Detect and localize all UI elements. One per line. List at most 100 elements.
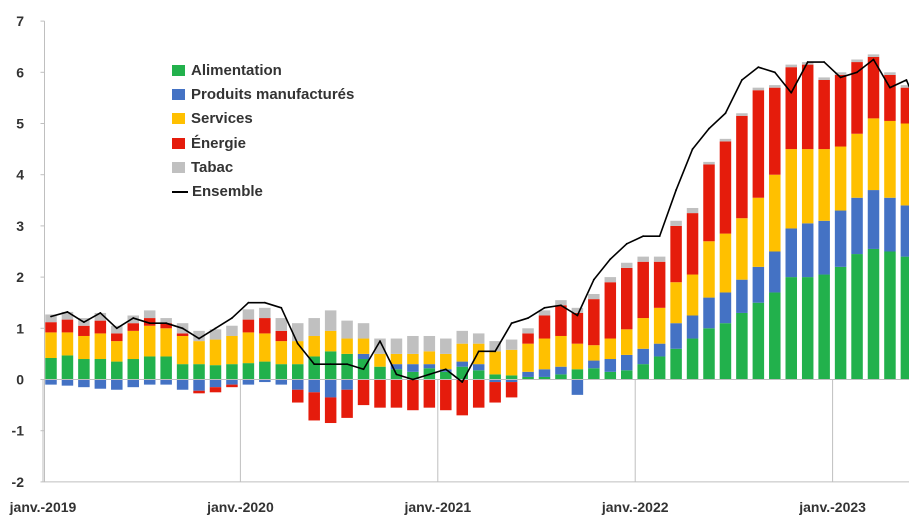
bar-tabac-4	[111, 325, 123, 334]
legend-label: Énergie	[191, 134, 247, 152]
bar-energie-41	[719, 141, 732, 234]
bar-alimentation-9	[193, 364, 205, 380]
tick-labels-layer: -2 -1 0 1 2 3 4 5 6 7 janv.-2019 janv.-2020 janv.-20…	[9, 13, 866, 515]
bar-energie-23	[423, 379, 436, 408]
bar-tabac-5	[127, 315, 139, 324]
bar-alimentation-37	[653, 356, 666, 380]
bar-produits-manufactures-11	[226, 379, 238, 385]
bar-energie-0	[45, 322, 57, 333]
bar-tabac-48	[834, 72, 847, 75]
bar-services-35	[621, 329, 633, 355]
bar-energie-1	[61, 319, 74, 333]
bar-produits-manufactures-19	[357, 353, 370, 360]
point-ensemble-26	[477, 350, 480, 353]
bar-services-5	[127, 330, 139, 360]
bar-alimentation-30	[538, 376, 551, 380]
bar-alimentation-15	[292, 364, 304, 380]
legend-swatch-services	[172, 113, 185, 125]
bar-produits-manufactures-27	[489, 379, 501, 383]
bar-energie-43	[752, 90, 765, 198]
bar-alimentation-20	[374, 366, 386, 380]
bar-tabac-0	[45, 314, 57, 323]
bar-services-44	[769, 174, 781, 252]
bar-energie-45	[785, 67, 797, 150]
bar-energie-10	[209, 387, 222, 393]
point-ensemble-43	[757, 66, 760, 69]
bar-produits-manufactures-52	[900, 205, 909, 257]
legend-item-alimentation: Alimentation	[172, 58, 354, 82]
bar-services-27	[489, 351, 501, 375]
bar-services-24	[440, 353, 452, 370]
legend-item-produits-manufactures: Produits manufacturés	[172, 82, 354, 106]
ensemble-line-layer	[50, 58, 909, 383]
bar-alimentation-2	[78, 359, 90, 380]
bar-tabac-23	[423, 335, 436, 352]
point-ensemble-23	[428, 373, 431, 376]
bar-services-39	[686, 274, 699, 316]
bar-alimentation-51	[884, 251, 896, 380]
bar-energie-49	[851, 62, 863, 134]
point-ensemble-21	[395, 373, 398, 376]
bar-produits-manufactures-22	[407, 364, 419, 372]
bar-produits-manufactures-15	[292, 379, 304, 390]
bar-services-38	[670, 282, 682, 324]
bar-alimentation-12	[242, 363, 255, 380]
bar-energie-34	[604, 282, 617, 339]
bar-tabac-10	[209, 329, 222, 340]
bar-energie-44	[769, 87, 781, 175]
bar-produits-manufactures-17	[324, 379, 337, 398]
bar-produits-manufactures-30	[538, 369, 551, 377]
point-ensemble-25	[461, 381, 464, 383]
bar-tabac-24	[440, 338, 452, 354]
point-ensemble-7	[165, 322, 168, 325]
point-ensemble-4	[115, 327, 118, 330]
bar-services-36	[637, 318, 649, 349]
bar-tabac-38	[670, 220, 682, 226]
bar-services-11	[226, 335, 238, 365]
legend-label: Services	[191, 110, 253, 128]
bar-services-6	[143, 325, 156, 357]
bar-tabac-30	[538, 310, 551, 316]
bar-services-17	[324, 330, 337, 352]
bar-tabac-9	[193, 330, 205, 342]
bar-alimentation-0	[45, 358, 57, 380]
point-ensemble-50	[872, 58, 875, 61]
bar-energie-51	[884, 74, 896, 121]
bar-produits-manufactures-50	[867, 190, 880, 249]
bar-produits-manufactures-44	[769, 251, 781, 293]
x-tick-label: janv.-2023	[798, 499, 866, 515]
point-ensemble-8	[181, 327, 184, 330]
bar-alimentation-7	[160, 356, 172, 380]
point-ensemble-24	[444, 368, 447, 371]
bar-alimentation-40	[703, 328, 715, 380]
bar-energie-48	[834, 74, 847, 147]
legend-swatch-tabac	[172, 161, 185, 173]
bar-produits-manufactures-9	[193, 379, 205, 391]
bar-services-9	[193, 341, 205, 365]
bar-produits-manufactures-39	[686, 315, 699, 339]
bar-energie-12	[242, 319, 255, 333]
bar-services-52	[900, 123, 909, 206]
bar-energie-11	[226, 384, 238, 388]
bar-services-10	[209, 339, 222, 366]
y-tick-label: 3	[16, 218, 24, 234]
bar-produits-manufactures-7	[160, 379, 172, 385]
bar-produits-manufactures-37	[653, 343, 666, 357]
bar-services-31	[555, 335, 567, 367]
bars-layer	[45, 54, 909, 424]
bar-alimentation-28	[505, 375, 518, 380]
bar-produits-manufactures-33	[588, 360, 600, 369]
bar-services-37	[653, 307, 666, 344]
bar-services-23	[423, 351, 436, 365]
chart-legend: Alimentation Produits manufacturés Service…	[172, 58, 354, 204]
axes-layer	[40, 20, 909, 483]
bar-tabac-17	[324, 310, 337, 331]
bar-services-13	[259, 333, 271, 362]
bar-energie-3	[94, 320, 107, 334]
bar-produits-manufactures-35	[621, 354, 633, 371]
bar-alimentation-42	[736, 312, 748, 380]
bar-alimentation-45	[785, 277, 797, 380]
x-tick-label: janv.-2022	[601, 499, 669, 515]
